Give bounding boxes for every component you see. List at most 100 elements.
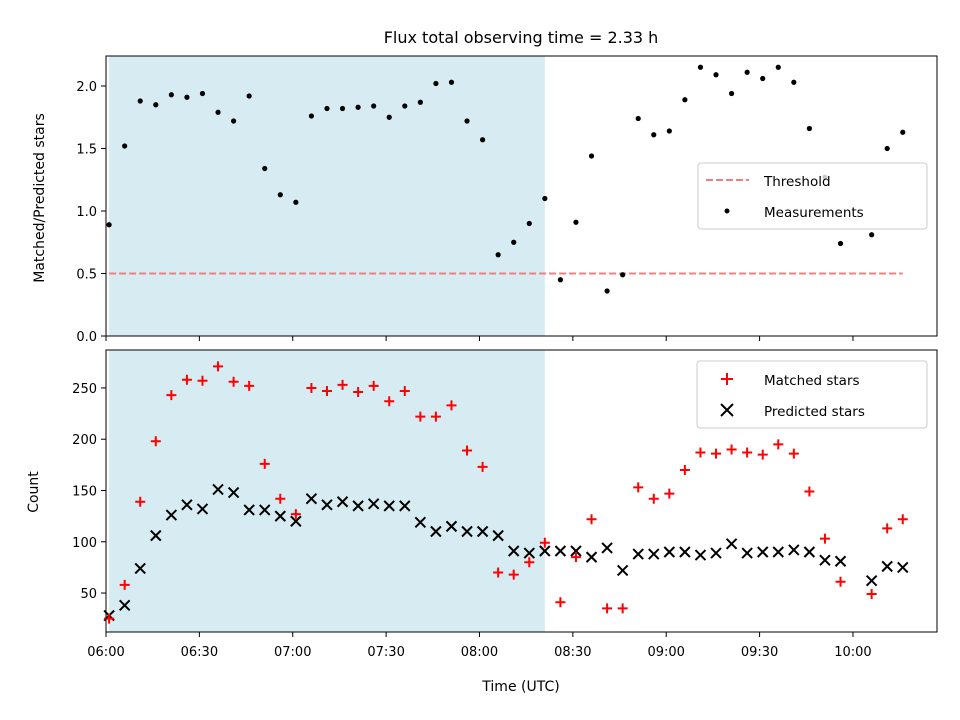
measurement-point [402, 103, 408, 109]
predicted-stars-point [243, 504, 255, 516]
top-legend: Threshold Measurements [697, 162, 928, 230]
predicted-stars-point [663, 546, 676, 558]
bottom-axes-frame [105, 349, 938, 633]
matched-stars-point [524, 557, 535, 568]
measurement-point [884, 145, 890, 152]
matched-stars-point [197, 375, 208, 386]
predicted-stars-point [290, 515, 302, 527]
y-tick-label: 2.0 [76, 80, 97, 95]
measurement-point [900, 129, 906, 135]
predicted-stars-point [118, 599, 131, 612]
matched-stars-point [150, 436, 161, 447]
matched-stars-point [539, 537, 550, 548]
x-tick-label: 10:00 [834, 645, 871, 660]
y-tick-label: 200 [72, 433, 97, 448]
matched-stars-point [726, 444, 737, 455]
predicted-stars-point [710, 547, 722, 559]
x-tick-label: 08:00 [461, 645, 498, 660]
measurement-point [573, 219, 579, 225]
measurement-point [371, 103, 377, 109]
measurement-point [744, 69, 750, 75]
matched-stars-point [679, 464, 690, 475]
predicted-stars-point [865, 575, 878, 587]
measurement-point [464, 118, 470, 124]
measurement-point [308, 113, 315, 119]
y-tick-label: 1.0 [76, 205, 97, 220]
measurement-point [588, 153, 595, 159]
matched-stars-point [415, 411, 426, 422]
measurement-point [557, 277, 564, 283]
predicted-stars-point [414, 516, 427, 528]
measurement-point [495, 252, 501, 258]
bottom-legend-box [696, 360, 928, 429]
matched-stars-point [275, 493, 286, 504]
matched-stars-point [695, 447, 706, 458]
threshold-legend-label: Threshold [763, 174, 831, 190]
matched-stars-point [477, 461, 488, 472]
matched-stars-point [508, 569, 519, 580]
predicted-stars-legend-marker [720, 403, 734, 417]
y-tick-label: 100 [72, 536, 97, 551]
matched-stars-point [228, 376, 239, 387]
predicted-stars-point [772, 546, 784, 558]
measurement-point [246, 93, 252, 99]
measurement-point [339, 105, 346, 112]
matched-stars-point [368, 380, 379, 391]
matched-stars-point [788, 448, 799, 459]
measurement-point [526, 220, 532, 227]
matched-stars-point [804, 486, 815, 497]
measurement-point [231, 118, 237, 124]
predicted-stars-point [725, 538, 738, 550]
y-tick-label: 1.5 [76, 143, 97, 158]
matched-stars-point [757, 449, 768, 460]
predicted-stars-point [788, 544, 800, 556]
measurement-point [511, 239, 517, 245]
predicted-stars-point [601, 542, 613, 554]
matched-stars-point [555, 597, 566, 608]
measurement-point [760, 75, 766, 82]
bottom-y-axis-label: Count [26, 471, 42, 513]
top-panel: 0.00.51.01.52.0 Matched/Predicted stars … [32, 55, 938, 345]
top-plot-area [106, 64, 906, 294]
measurement-point [184, 94, 190, 100]
matched-stars-point [897, 514, 908, 525]
predicted-stars-point [181, 499, 193, 511]
predicted-stars-point [585, 551, 598, 563]
measurement-point [199, 90, 206, 97]
measurement-point [417, 99, 423, 105]
predicted-stars-point [227, 486, 240, 499]
measurement-point [775, 64, 781, 70]
predicted-stars-point [570, 545, 582, 557]
measurements-legend-label: Measurements [764, 205, 864, 221]
matched-stars-point [259, 458, 270, 469]
matched-stars-point [602, 603, 613, 614]
measurement-point [448, 79, 455, 85]
predicted-stars-point [274, 510, 286, 522]
y-tick-label: 0.5 [76, 268, 97, 283]
predicted-stars-legend-label: Predicted stars [764, 404, 865, 420]
predicted-stars-point [834, 555, 847, 567]
x-tick-label: 07:30 [367, 645, 404, 660]
predicted-stars-point [508, 545, 520, 557]
predicted-stars-point [679, 546, 691, 558]
measurement-point [106, 222, 112, 228]
measurement-point [355, 104, 361, 110]
bottom-axes: 50 100 150 200 250 06:00 06:30 07:00 07:30 08:00 0… [72, 382, 872, 660]
predicted-stars-point [383, 500, 395, 512]
predicted-stars-point [492, 529, 504, 542]
predicted-stars-point [352, 500, 364, 512]
top-axes: 0.0 0.5 1.0 1.5 2.0 [76, 80, 854, 345]
matched-stars-point [181, 374, 192, 385]
bottom-legend: Matched stars Predicted stars [696, 360, 928, 429]
predicted-stars-point [694, 549, 707, 561]
measurement-point [682, 97, 688, 103]
measurement-point [122, 143, 128, 149]
top-axes-frame [105, 55, 938, 337]
measurement-point [806, 125, 812, 132]
predicted-stars-point [539, 545, 551, 557]
observing-interval-band [109, 350, 545, 632]
predicted-stars-point [757, 546, 769, 558]
matched-stars-point [384, 396, 395, 407]
predicted-stars-point [336, 496, 349, 508]
predicted-stars-point [554, 545, 567, 557]
